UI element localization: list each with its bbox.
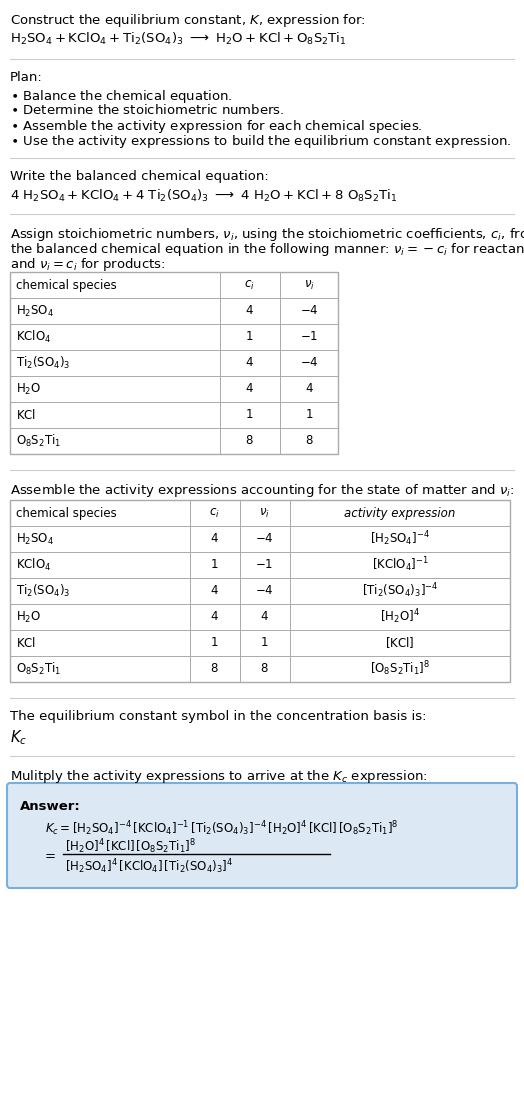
Text: Plan:: Plan: [10, 70, 43, 84]
Text: $\mathrm{H_2O}$: $\mathrm{H_2O}$ [16, 610, 41, 624]
Text: chemical species: chemical species [16, 279, 117, 292]
Text: $\mathrm{H_2SO_4}$: $\mathrm{H_2SO_4}$ [16, 532, 54, 546]
Bar [10, 272, 338, 454]
Text: $\mathrm{H_2SO_4 + KClO_4 + Ti_2(SO_4)_3 \ \longrightarrow \ H_2O + KCl + O_8S_2: $\mathrm{H_2SO_4 + KClO_4 + Ti_2(SO_4)_3… [10, 31, 347, 47]
Text: 4: 4 [245, 357, 253, 370]
Text: $\bullet$ Assemble the activity expression for each chemical species.: $\bullet$ Assemble the activity expressi… [10, 118, 423, 135]
Text: $K_c$: $K_c$ [10, 728, 27, 746]
Text: =: = [45, 850, 56, 863]
Text: $-4$: $-4$ [255, 585, 274, 598]
Text: $K_c = [\mathrm{H_2SO_4}]^{-4}\,[\mathrm{KClO_4}]^{-1}\,[\mathrm{Ti_2(SO_4)_3}]^: $K_c = [\mathrm{H_2SO_4}]^{-4}\,[\mathrm… [45, 819, 399, 838]
Text: $[\mathrm{H_2SO_4}]^{-4}$: $[\mathrm{H_2SO_4}]^{-4}$ [370, 530, 430, 548]
Text: $\bullet$ Determine the stoichiometric numbers.: $\bullet$ Determine the stoichiometric n… [10, 103, 285, 117]
Text: 4: 4 [210, 610, 218, 623]
Text: $c_i$: $c_i$ [209, 506, 220, 520]
Text: Construct the equilibrium constant, $K$, expression for:: Construct the equilibrium constant, $K$,… [10, 12, 366, 29]
Text: $\bullet$ Use the activity expressions to build the equilibrium constant express: $\bullet$ Use the activity expressions t… [10, 133, 511, 150]
Text: $-4$: $-4$ [300, 305, 319, 317]
Text: Assign stoichiometric numbers, $\nu_i$, using the stoichiometric coefficients, $: Assign stoichiometric numbers, $\nu_i$, … [10, 226, 524, 243]
Text: $\mathrm{O_8S_2Ti_1}$: $\mathrm{O_8S_2Ti_1}$ [16, 661, 61, 677]
Text: the balanced chemical equation in the following manner: $\nu_i = -c_i$ for react: the balanced chemical equation in the fo… [10, 241, 524, 258]
Text: $[\mathrm{H_2O}]^4\,[\mathrm{KCl}]\,[\mathrm{O_8S_2Ti_1}]^8$: $[\mathrm{H_2O}]^4\,[\mathrm{KCl}]\,[\ma… [65, 837, 196, 855]
Text: $-1$: $-1$ [300, 330, 318, 344]
Text: 4: 4 [210, 533, 218, 545]
Text: Answer:: Answer: [20, 800, 81, 813]
Text: $\mathrm{KClO_4}$: $\mathrm{KClO_4}$ [16, 329, 51, 345]
Text: $\mathrm{Ti_2(SO_4)_3}$: $\mathrm{Ti_2(SO_4)_3}$ [16, 355, 70, 371]
Text: Mulitply the activity expressions to arrive at the $K_c$ expression:: Mulitply the activity expressions to arr… [10, 768, 428, 785]
Text: chemical species: chemical species [16, 506, 117, 520]
Text: $\mathrm{H_2O}$: $\mathrm{H_2O}$ [16, 381, 41, 396]
Text: $1$: $1$ [260, 636, 268, 650]
Text: $[\mathrm{H_2SO_4}]^4\,[\mathrm{KClO_4}]\,[\mathrm{Ti_2(SO_4)_3}]^4$: $[\mathrm{H_2SO_4}]^4\,[\mathrm{KClO_4}]… [65, 857, 233, 875]
Text: $[\mathrm{O_8S_2Ti_1}]^{8}$: $[\mathrm{O_8S_2Ti_1}]^{8}$ [370, 659, 430, 678]
Text: 8: 8 [210, 663, 217, 676]
Text: $4$: $4$ [304, 382, 313, 395]
Text: $[\mathrm{H_2O}]^{4}$: $[\mathrm{H_2O}]^{4}$ [380, 608, 420, 626]
Text: $c_i$: $c_i$ [244, 279, 254, 292]
Text: 4: 4 [210, 585, 218, 598]
Text: $\mathrm{KCl}$: $\mathrm{KCl}$ [16, 408, 36, 422]
Text: Write the balanced chemical equation:: Write the balanced chemical equation: [10, 170, 269, 183]
Text: $\bullet$ Balance the chemical equation.: $\bullet$ Balance the chemical equation. [10, 88, 233, 105]
Text: 8: 8 [245, 435, 253, 447]
Text: $-4$: $-4$ [300, 357, 319, 370]
FancyBboxPatch shape [7, 783, 517, 889]
Text: 1: 1 [210, 636, 218, 650]
Text: $8$: $8$ [304, 435, 313, 447]
Text: $[\mathrm{Ti_2(SO_4)_3}]^{-4}$: $[\mathrm{Ti_2(SO_4)_3}]^{-4}$ [362, 581, 438, 600]
Text: $-1$: $-1$ [255, 558, 273, 571]
Text: 1: 1 [210, 558, 218, 571]
Bar [10, 500, 510, 682]
Text: $\nu_i$: $\nu_i$ [303, 279, 314, 292]
Text: $\nu_i$: $\nu_i$ [258, 506, 269, 520]
Text: and $\nu_i = c_i$ for products:: and $\nu_i = c_i$ for products: [10, 257, 166, 273]
Text: $\mathrm{Ti_2(SO_4)_3}$: $\mathrm{Ti_2(SO_4)_3}$ [16, 582, 70, 599]
Text: $[\mathrm{KClO_4}]^{-1}$: $[\mathrm{KClO_4}]^{-1}$ [372, 556, 429, 575]
Text: activity expression: activity expression [344, 506, 456, 520]
Text: $\mathrm{H_2SO_4}$: $\mathrm{H_2SO_4}$ [16, 304, 54, 318]
Text: The equilibrium constant symbol in the concentration basis is:: The equilibrium constant symbol in the c… [10, 710, 427, 723]
Text: $-4$: $-4$ [255, 533, 274, 545]
Text: $\mathrm{KClO_4}$: $\mathrm{KClO_4}$ [16, 557, 51, 573]
Text: $4$: $4$ [259, 610, 268, 623]
Text: 4: 4 [245, 382, 253, 395]
Text: $\mathrm{4\ H_2SO_4 + KClO_4 + 4\ Ti_2(SO_4)_3 \ \longrightarrow \ 4\ H_2O + KCl: $\mathrm{4\ H_2SO_4 + KClO_4 + 4\ Ti_2(S… [10, 188, 398, 204]
Text: 4: 4 [245, 305, 253, 317]
Text: 1: 1 [245, 408, 253, 422]
Text: $\mathrm{KCl}$: $\mathrm{KCl}$ [16, 636, 36, 650]
Text: $8$: $8$ [260, 663, 268, 676]
Text: $[\mathrm{KCl}]$: $[\mathrm{KCl}]$ [385, 635, 414, 651]
Text: $1$: $1$ [305, 408, 313, 422]
Text: $\mathrm{O_8S_2Ti_1}$: $\mathrm{O_8S_2Ti_1}$ [16, 433, 61, 449]
Text: 1: 1 [245, 330, 253, 344]
Text: Assemble the activity expressions accounting for the state of matter and $\nu_i$: Assemble the activity expressions accoun… [10, 482, 515, 499]
